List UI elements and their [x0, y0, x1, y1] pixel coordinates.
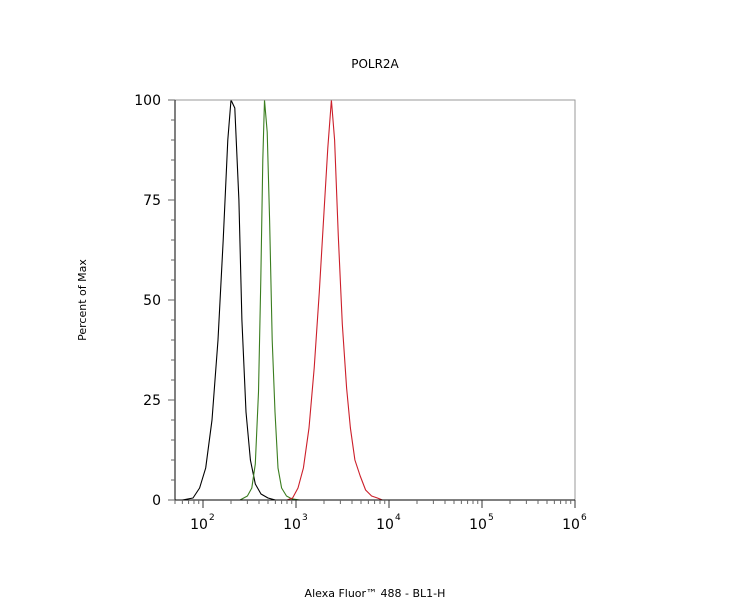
- x-tick-label: 10: [562, 517, 580, 533]
- x-tick-exponent: 2: [209, 513, 215, 523]
- x-tick-exponent: 6: [581, 513, 587, 523]
- x-tick-exponent: 3: [302, 513, 308, 523]
- plot-frame: [174, 99, 576, 501]
- x-axis-label: Alexa Fluor™ 488 - BL1-H: [305, 587, 446, 600]
- x-tick-exponent: 5: [488, 513, 494, 523]
- x-tick-label: 10: [376, 517, 394, 533]
- y-tick-label: 75: [143, 193, 161, 209]
- x-tick-label: 10: [190, 517, 208, 533]
- series-line-1: [182, 99, 276, 501]
- y-tick-label: 100: [134, 93, 161, 109]
- y-tick-label: 0: [152, 493, 161, 509]
- y-tick-label: 50: [143, 293, 161, 309]
- series-line-3: [286, 99, 383, 501]
- series-curves: [182, 99, 383, 501]
- chart-title: POLR2A: [351, 57, 399, 71]
- y-axis-label: Percent of Max: [76, 259, 89, 341]
- y-tick-label: 25: [143, 393, 161, 409]
- series-line-2: [239, 99, 300, 501]
- x-tick-label: 10: [469, 517, 487, 533]
- x-tick-exponent: 4: [395, 513, 401, 523]
- x-tick-label: 10: [283, 517, 301, 533]
